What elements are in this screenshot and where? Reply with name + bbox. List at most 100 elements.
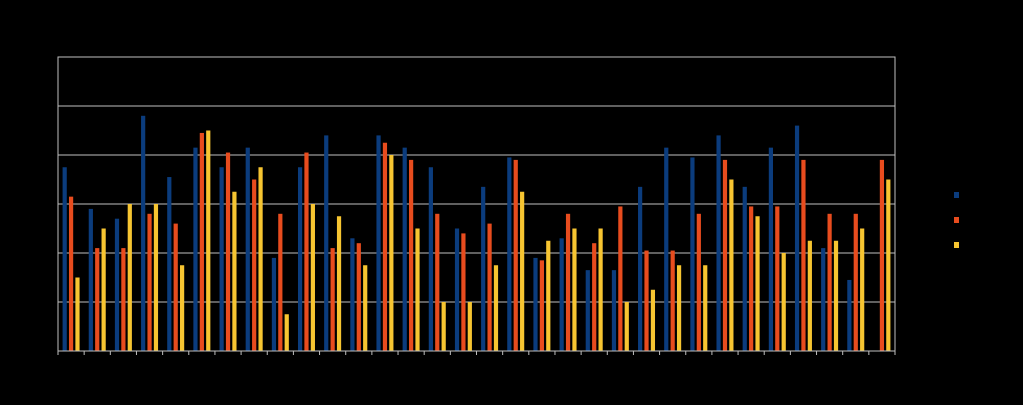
- bar: [794, 125, 800, 351]
- bar: [350, 238, 355, 351]
- bar: [585, 270, 590, 351]
- bar: [127, 204, 132, 351]
- bar: [402, 147, 407, 351]
- bar: [879, 159, 885, 351]
- bar: [382, 142, 388, 351]
- bar: [297, 167, 303, 351]
- bar: [153, 204, 159, 351]
- bar: [310, 204, 315, 351]
- bar: [336, 216, 342, 351]
- bar: [62, 167, 67, 351]
- bar: [638, 186, 643, 351]
- bar: [147, 213, 152, 351]
- bar: [559, 238, 564, 351]
- bar: [833, 240, 839, 351]
- legend: [954, 192, 959, 248]
- bar: [304, 152, 309, 351]
- bar: [167, 177, 172, 351]
- bar: [775, 206, 780, 351]
- bar: [513, 159, 518, 351]
- bar: [860, 228, 865, 351]
- bar: [95, 248, 100, 351]
- bar: [75, 277, 80, 351]
- bar: [121, 248, 126, 351]
- bar: [716, 135, 721, 351]
- bar: [755, 216, 760, 351]
- bar: [454, 228, 460, 351]
- bar: [565, 213, 571, 351]
- bar: [252, 179, 257, 351]
- bar: [821, 248, 826, 351]
- bar: [650, 289, 656, 351]
- bar: [670, 250, 675, 351]
- bar: [389, 155, 394, 351]
- bar: [481, 186, 486, 351]
- bar: [664, 147, 669, 351]
- bar: [363, 265, 368, 351]
- bar: [768, 147, 773, 351]
- bar: [206, 130, 211, 351]
- bar: [461, 233, 466, 351]
- bar: [493, 265, 499, 351]
- bar: [271, 257, 277, 351]
- bar: [356, 243, 361, 351]
- bar: [703, 265, 708, 351]
- bar: [284, 314, 289, 351]
- bar: [415, 228, 420, 351]
- bar: [180, 265, 185, 351]
- bar: [428, 167, 433, 351]
- bar: [520, 191, 525, 351]
- bar: [193, 147, 198, 351]
- bar: [618, 206, 623, 351]
- bar: [232, 191, 237, 351]
- bar: [729, 179, 734, 351]
- bar: [853, 213, 858, 351]
- bar: [441, 302, 446, 351]
- bar: [644, 250, 649, 351]
- bar: [258, 167, 263, 351]
- legend-key: [954, 217, 959, 223]
- bar: [886, 179, 891, 351]
- bar: [173, 223, 178, 351]
- bar: [539, 260, 544, 351]
- bar: [801, 159, 806, 351]
- bar: [225, 152, 231, 351]
- bar: [781, 253, 786, 351]
- bar: [611, 270, 617, 351]
- bar: [696, 213, 701, 351]
- bar: [742, 186, 747, 351]
- bar: [533, 257, 538, 351]
- bar: [88, 208, 93, 351]
- bar: [847, 279, 852, 351]
- bar: [330, 248, 335, 351]
- bar: [278, 213, 283, 351]
- bar: [376, 135, 381, 351]
- bar: [324, 135, 329, 351]
- bar: [199, 132, 204, 351]
- bar: [598, 228, 603, 351]
- bar: [68, 196, 74, 351]
- bar: [487, 223, 492, 351]
- bar: [592, 243, 597, 351]
- bar: [114, 218, 120, 351]
- bar: [467, 302, 472, 351]
- bar: [219, 167, 224, 351]
- bar: [435, 213, 440, 351]
- bar: [827, 213, 832, 351]
- legend-key: [954, 192, 959, 198]
- bar: [101, 228, 106, 351]
- bar: [409, 159, 414, 351]
- bar: [572, 228, 577, 351]
- bar: [507, 157, 512, 351]
- bar: [722, 159, 728, 351]
- legend-key: [954, 242, 959, 248]
- bar: [676, 265, 682, 351]
- bar: [807, 240, 812, 351]
- bar: [749, 206, 754, 351]
- bar: [690, 157, 695, 351]
- bar: [546, 240, 551, 351]
- bar: [141, 115, 146, 351]
- bar: [624, 302, 629, 351]
